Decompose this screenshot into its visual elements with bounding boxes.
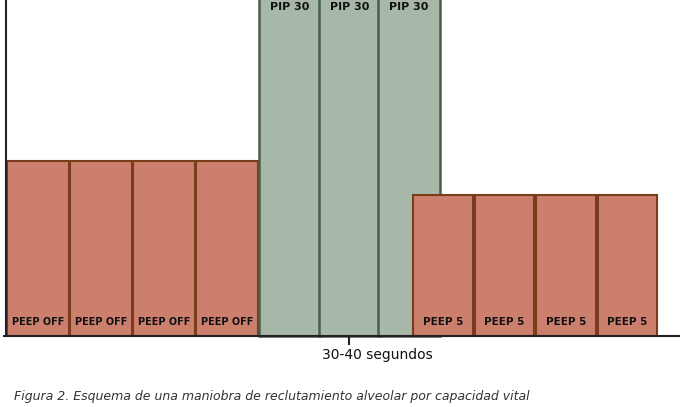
Text: PIP 30: PIP 30 [389, 2, 428, 12]
Text: 30-40 segundos: 30-40 segundos [322, 348, 433, 362]
Text: PEEP OFF: PEEP OFF [75, 317, 127, 327]
Text: PEEP OFF: PEEP OFF [12, 317, 64, 327]
Text: PEEP 5: PEEP 5 [484, 317, 524, 327]
Text: PEEP 5: PEEP 5 [546, 317, 586, 327]
Text: PEEP 5: PEEP 5 [608, 317, 648, 327]
Bar [259, 0, 321, 336]
Text: PEEP 5: PEEP 5 [423, 317, 463, 327]
Bar [7, 161, 69, 336]
Bar [196, 161, 258, 336]
Text: PEEP OFF: PEEP OFF [138, 317, 190, 327]
Text: PEEP OFF: PEEP OFF [201, 317, 253, 327]
Text: Figura 2. Esquema de una maniobra de reclutamiento alveolar por capacidad vital: Figura 2. Esquema de una maniobra de rec… [14, 390, 530, 403]
Bar [413, 195, 473, 336]
Bar [598, 195, 657, 336]
Bar [318, 0, 380, 336]
Bar [133, 161, 195, 336]
Text: PIP 30: PIP 30 [330, 2, 369, 12]
Bar [536, 195, 596, 336]
Bar [475, 195, 534, 336]
Bar [378, 0, 440, 336]
Text: PIP 30: PIP 30 [270, 2, 309, 12]
Bar [70, 161, 132, 336]
